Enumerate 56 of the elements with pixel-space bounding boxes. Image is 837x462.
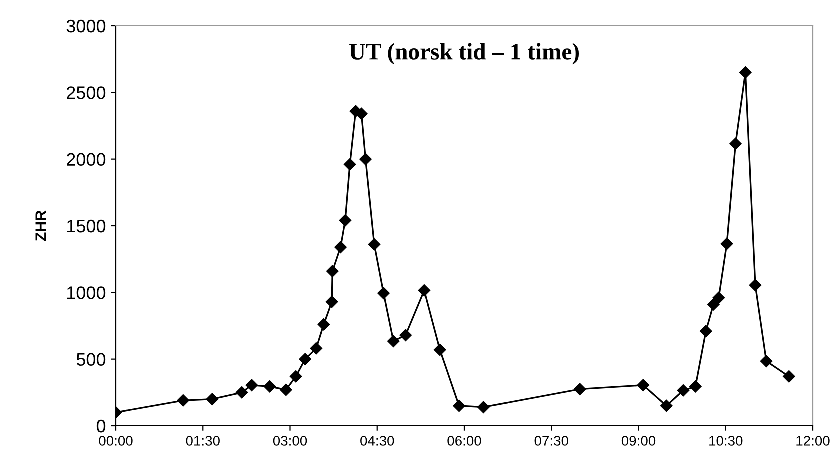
point xyxy=(326,265,339,278)
point xyxy=(299,353,312,366)
point xyxy=(246,379,258,392)
point xyxy=(637,379,650,392)
point xyxy=(400,329,412,342)
y-tick-label: 1500 xyxy=(67,220,106,233)
point xyxy=(478,401,490,414)
text: UT (norsk tid – 1 time) xyxy=(350,43,580,65)
point xyxy=(334,241,347,254)
point xyxy=(326,296,338,308)
y-tick-label: 0 xyxy=(96,420,106,433)
point xyxy=(783,370,796,383)
y-tick-label: 2500 xyxy=(67,86,106,100)
point xyxy=(206,393,219,406)
x-tick-label: 10:30 xyxy=(710,436,743,446)
point xyxy=(236,386,248,399)
point xyxy=(660,400,673,412)
point xyxy=(177,394,190,407)
point xyxy=(434,344,446,356)
x-tick-label: 09:00 xyxy=(622,436,656,446)
point xyxy=(418,284,431,297)
point xyxy=(453,400,466,412)
point xyxy=(749,279,762,292)
point xyxy=(310,342,322,355)
y-tick-label: 3000 xyxy=(66,20,106,33)
point xyxy=(574,383,586,396)
point xyxy=(280,384,292,396)
x-tick-label: 00:00 xyxy=(99,436,133,446)
point xyxy=(720,238,734,250)
y-tick-label: 2000 xyxy=(67,153,106,166)
x-tick-label: 07:30 xyxy=(534,436,568,446)
point xyxy=(360,153,372,166)
point xyxy=(318,318,330,331)
point xyxy=(760,355,773,368)
point xyxy=(290,370,302,383)
point xyxy=(344,158,356,171)
x-tick-label: 04:30 xyxy=(360,436,394,446)
point xyxy=(368,238,381,251)
point xyxy=(378,287,390,300)
point xyxy=(712,292,725,304)
point xyxy=(690,380,702,393)
x-tick-label: 06:00 xyxy=(448,436,482,446)
point xyxy=(264,380,276,393)
x-tick-label: 01:30 xyxy=(186,436,220,446)
point xyxy=(388,335,400,348)
y-tick-label: 500 xyxy=(76,353,106,366)
point xyxy=(700,325,712,338)
y-axis-title: ZHR xyxy=(36,210,46,242)
x-tick-label: 12:00 xyxy=(796,436,830,446)
point xyxy=(708,298,720,311)
x-tick-label: 03:00 xyxy=(273,436,308,446)
point xyxy=(740,66,752,79)
point xyxy=(339,214,352,227)
point xyxy=(730,138,742,150)
y-tick-label: 1000 xyxy=(67,286,106,300)
point xyxy=(677,384,690,397)
